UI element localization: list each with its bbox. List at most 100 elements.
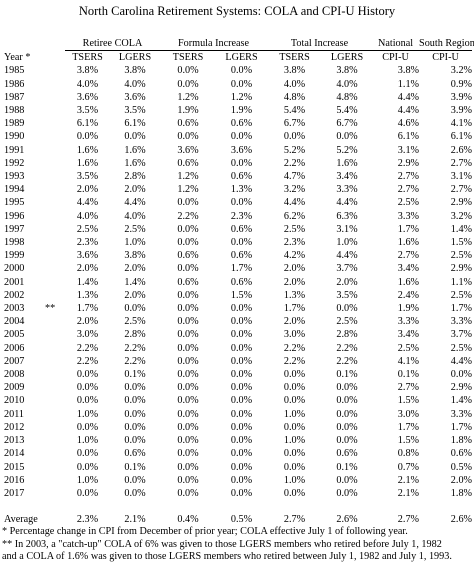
year-cell: 1990 — [4, 131, 25, 143]
value-cell-formula-lgers: 0.0% — [230, 461, 253, 473]
value-cell-retiree-lgers: 0.0% — [124, 131, 146, 143]
sub-header-total-tsers: TSERS — [279, 52, 310, 64]
footnote-marker — [45, 289, 65, 302]
value-cell-retiree-lgers: 2.8% — [124, 329, 146, 341]
value-cell-formula-lgers: 1.3% — [230, 184, 253, 196]
footnote-marker — [45, 196, 65, 209]
footnote-marker — [45, 381, 65, 394]
value-cell-national-cpiu: 3.0% — [397, 408, 420, 420]
footnote-marker — [45, 315, 65, 328]
value-cell-formula-tsers: 0.0% — [177, 342, 199, 354]
value-cell-south-cpiu: 3.3% — [450, 408, 473, 420]
value-cell-total-lgers: 1.6% — [336, 157, 358, 169]
value-cell-retiree-tsers: 1.3% — [76, 289, 99, 301]
year-column-header: Year * — [4, 51, 31, 63]
value-cell-total-tsers: 1.7% — [283, 303, 306, 315]
value-cell-total-tsers: 2.2% — [283, 157, 306, 169]
table-row: 2014 0.0% 0.6% 0.0% 0.0% 0.0% 0.6% 0.8% 0.6% — [4, 447, 472, 460]
footnote-marker — [45, 474, 65, 487]
value-cell-retiree-lgers: 2.0% — [124, 263, 146, 275]
table-row: 1992 1.6% 1.6% 0.6% 0.0% 2.2% 1.6% 2.9% 2.7% — [4, 157, 472, 170]
value-cell-total-tsers: 0.0% — [283, 369, 306, 381]
sub-header-retiree-lgers: LGERS — [118, 52, 152, 64]
footnote-marker — [45, 91, 65, 104]
table-row: 1986 4.0% 4.0% 0.0% 0.0% 4.0% 4.0% 1.1% 0.9% — [4, 78, 472, 91]
value-cell-formula-lgers: 0.0% — [230, 474, 253, 486]
value-cell-total-tsers: 3.2% — [283, 184, 306, 196]
value-cell-formula-lgers: 0.6% — [230, 276, 253, 288]
value-cell-formula-lgers: 0.6% — [230, 250, 253, 262]
footnote-marker — [45, 157, 65, 170]
value-cell-south-cpiu: 2.5% — [450, 289, 473, 301]
value-cell-total-lgers: 0.0% — [336, 131, 358, 143]
footnote-marker — [45, 408, 65, 421]
value-cell-retiree-tsers: 0.0% — [76, 395, 99, 407]
value-cell-retiree-tsers: 4.4% — [76, 197, 99, 209]
value-cell-total-tsers: 0.0% — [283, 382, 306, 394]
value-cell-south-cpiu: 2.5% — [450, 342, 473, 354]
footnote-marker — [45, 461, 65, 474]
value-cell-formula-tsers: 0.0% — [177, 303, 199, 315]
footnote-marker — [45, 249, 65, 262]
value-cell-south-cpiu: 3.9% — [450, 91, 473, 103]
value-cell-formula-lgers: 0.0% — [230, 329, 253, 341]
value-cell-formula-lgers: 1.5% — [230, 289, 253, 301]
value-cell-total-tsers: 6.2% — [283, 210, 306, 222]
value-cell-total-tsers: 6.7% — [283, 118, 306, 130]
value-cell-formula-tsers: 0.0% — [177, 448, 199, 460]
year-cell: 1995 — [4, 197, 25, 209]
value-cell-national-cpiu: 6.1% — [397, 131, 420, 143]
value-cell-total-lgers: 2.5% — [336, 316, 358, 328]
value-cell-south-cpiu: 2.9% — [450, 382, 473, 394]
value-cell-formula-tsers: 2.2% — [177, 210, 199, 222]
table-row: 1991 1.6% 1.6% 3.6% 3.6% 5.2% 5.2% 3.1% 2.6% — [4, 144, 472, 157]
year-cell: 1992 — [4, 157, 25, 169]
year-cell: 2012 — [4, 421, 25, 433]
value-cell-national-cpiu: 3.3% — [397, 316, 420, 328]
value-cell-retiree-lgers: 0.1% — [124, 369, 146, 381]
value-cell-retiree-tsers: 0.0% — [76, 487, 99, 499]
value-cell-national-cpiu: 3.8% — [397, 65, 420, 77]
footnote-marker — [45, 262, 65, 275]
value-cell-south-cpiu: 3.1% — [450, 171, 473, 183]
value-cell-total-tsers: 4.0% — [283, 78, 306, 90]
value-cell-national-cpiu: 2.7% — [397, 184, 420, 196]
value-cell-total-lgers: 3.8% — [336, 65, 358, 77]
value-cell-total-tsers: 2.0% — [283, 316, 306, 328]
year-cell: 1987 — [4, 91, 25, 103]
value-cell-formula-tsers: 0.0% — [177, 369, 199, 381]
footnote-marker — [45, 130, 65, 143]
value-cell-total-tsers: 0.0% — [283, 487, 306, 499]
table-row: 1989 6.1% 6.1% 0.6% 0.6% 6.7% 6.7% 4.6% 4.1% — [4, 117, 472, 130]
value-cell-total-tsers: 2.0% — [283, 276, 306, 288]
value-cell-retiree-lgers: 1.4% — [124, 276, 146, 288]
value-cell-total-tsers: 4.2% — [283, 250, 306, 262]
year-cell: 2016 — [4, 474, 25, 486]
value-cell-formula-tsers: 0.0% — [177, 131, 199, 143]
value-cell-total-tsers: 0.0% — [283, 395, 306, 407]
group-header-south-region: South Region — [419, 37, 474, 52]
table-row: 2010 0.0% 0.0% 0.0% 0.0% 0.0% 0.0% 1.5% 1.4% — [4, 394, 472, 407]
year-cell: 2011 — [4, 408, 24, 420]
value-cell-total-lgers: 5.4% — [336, 105, 358, 117]
table-row: 2015 0.0% 0.1% 0.0% 0.0% 0.0% 0.1% 0.7% 0.5% — [4, 461, 472, 474]
value-cell-south-cpiu: 1.5% — [450, 237, 473, 249]
footnote-marker — [45, 78, 65, 91]
value-cell-south-cpiu: 3.9% — [450, 105, 473, 117]
value-cell-total-lgers: 0.1% — [336, 461, 358, 473]
table-row: 2013 1.0% 0.0% 0.0% 0.0% 1.0% 0.0% 1.5% 1.8% — [4, 434, 472, 447]
average-cell-south-cpiu: 2.6% — [450, 514, 473, 526]
value-cell-formula-tsers: 0.0% — [177, 474, 199, 486]
footnote-catch-up-cola: ** In 2003, a "catch-up" COLA of 6% was … — [2, 538, 442, 550]
table-row: 2011 1.0% 0.0% 0.0% 0.0% 1.0% 0.0% 3.0% 3.3% — [4, 408, 472, 421]
value-cell-total-lgers: 3.4% — [336, 171, 358, 183]
value-cell-formula-tsers: 0.6% — [177, 250, 199, 262]
value-cell-total-tsers: 0.0% — [283, 421, 306, 433]
footnote-marker — [45, 210, 65, 223]
value-cell-formula-lgers: 0.0% — [230, 157, 253, 169]
table-row: 1996 4.0% 4.0% 2.2% 2.3% 6.2% 6.3% 3.3% 3.2% — [4, 210, 472, 223]
value-cell-total-lgers: 2.8% — [336, 329, 358, 341]
year-cell: 2006 — [4, 342, 25, 354]
value-cell-retiree-tsers: 2.2% — [76, 355, 99, 367]
value-cell-formula-tsers: 0.0% — [177, 487, 199, 499]
